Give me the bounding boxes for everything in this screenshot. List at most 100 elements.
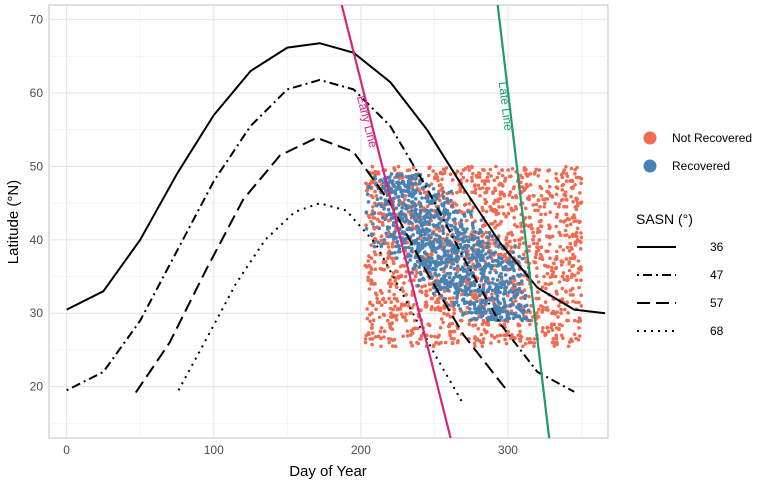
- point: [506, 232, 510, 236]
- point: [412, 214, 416, 219]
- point: [419, 334, 424, 338]
- point: [380, 220, 385, 225]
- point: [483, 252, 488, 256]
- point: [369, 267, 374, 272]
- point: [466, 165, 470, 169]
- point: [498, 192, 503, 196]
- point: [409, 271, 414, 275]
- legend-entry-label: Recovered: [672, 159, 730, 173]
- point: [579, 265, 583, 269]
- point: [543, 300, 548, 305]
- point: [461, 227, 465, 232]
- point: [368, 185, 372, 189]
- point: [429, 251, 434, 256]
- point: [532, 337, 537, 341]
- point: [517, 238, 521, 242]
- point: [390, 315, 395, 319]
- point: [472, 229, 477, 234]
- point: [468, 307, 472, 311]
- point: [379, 344, 383, 349]
- point: [374, 307, 378, 312]
- point: [472, 243, 476, 247]
- point: [559, 333, 564, 338]
- point: [496, 197, 501, 202]
- point: [441, 167, 446, 172]
- point: [428, 288, 432, 292]
- point: [452, 311, 456, 316]
- point: [408, 226, 413, 231]
- point: [409, 340, 413, 345]
- point: [389, 172, 394, 176]
- point: [436, 297, 440, 302]
- point: [471, 226, 476, 230]
- point: [436, 178, 440, 183]
- point: [477, 283, 482, 288]
- point: [514, 299, 518, 303]
- point: [527, 224, 531, 228]
- point: [485, 288, 490, 293]
- point: [443, 200, 447, 205]
- point: [514, 195, 519, 200]
- point: [496, 259, 500, 264]
- point: [554, 224, 558, 229]
- point: [384, 188, 388, 193]
- y-axis-title: Latitude (°N): [5, 180, 22, 264]
- point: [424, 208, 428, 212]
- point: [480, 205, 485, 210]
- point: [431, 169, 436, 173]
- point: [377, 202, 381, 206]
- point: [574, 278, 579, 283]
- point: [372, 244, 377, 249]
- point: [406, 198, 411, 203]
- point: [565, 223, 569, 228]
- point: [448, 329, 452, 334]
- point: [539, 245, 544, 249]
- y-tick-label: 20: [30, 380, 44, 394]
- point: [529, 340, 533, 345]
- point: [461, 175, 466, 180]
- point: [578, 219, 582, 224]
- point: [574, 198, 579, 202]
- point: [452, 302, 457, 307]
- point: [520, 185, 525, 189]
- point: [492, 178, 497, 182]
- point: [553, 266, 558, 271]
- point: [449, 265, 453, 270]
- point: [433, 279, 438, 284]
- curve-sasn-36: [66, 42, 606, 315]
- y-tick-label: 30: [30, 306, 44, 320]
- point: [390, 256, 394, 261]
- point: [454, 230, 459, 235]
- point: [379, 303, 384, 308]
- point: [425, 204, 430, 209]
- point: [379, 244, 384, 249]
- point: [458, 187, 462, 192]
- point: [522, 308, 526, 313]
- point: [533, 208, 537, 213]
- point: [413, 202, 417, 206]
- point: [406, 210, 411, 214]
- legend-entry-label: 57: [710, 296, 724, 310]
- point: [400, 206, 405, 210]
- point: [413, 218, 418, 222]
- point: [452, 329, 457, 334]
- point: [478, 194, 482, 198]
- point: [421, 276, 425, 281]
- point: [517, 254, 521, 259]
- point: [554, 249, 559, 254]
- point: [487, 286, 492, 291]
- legend-key-dot: [643, 159, 657, 173]
- point: [406, 304, 411, 308]
- point: [403, 302, 408, 307]
- point: [401, 188, 406, 193]
- point: [411, 233, 415, 237]
- legend-entry-label: Not Recovered: [672, 131, 752, 145]
- point: [497, 255, 501, 260]
- point: [579, 293, 583, 298]
- point: [566, 318, 570, 323]
- point: [439, 261, 443, 265]
- point: [520, 290, 524, 295]
- point: [536, 290, 540, 294]
- point: [519, 273, 523, 277]
- point: [391, 179, 395, 183]
